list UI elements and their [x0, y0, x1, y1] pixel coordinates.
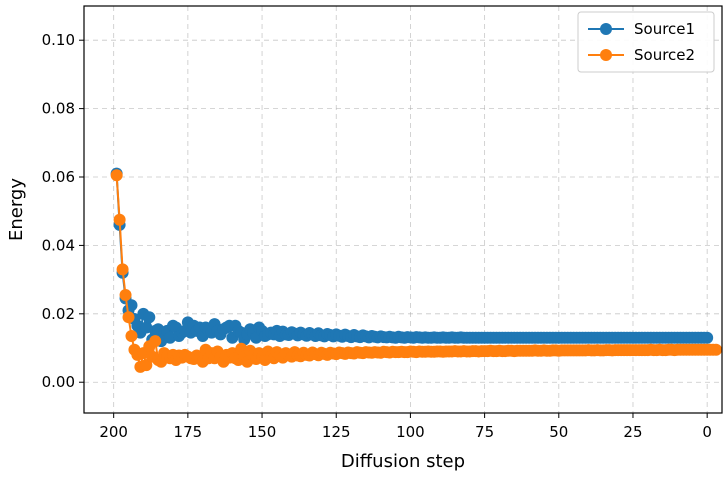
y-axis-ticks: 0.00 0.02 0.04 0.06 0.08 0.10: [42, 31, 84, 391]
x-axis-ticks: 200 175 150 125 100 75 50 25 0: [99, 413, 712, 441]
legend: Source1 Source2: [577, 11, 715, 73]
data-point-source2: [119, 289, 132, 301]
data-point-source2: [140, 359, 153, 372]
data-point-source2: [113, 213, 126, 226]
data-point-source2: [122, 311, 135, 324]
data-point-source1: [143, 311, 156, 324]
legend-label-source1: Source1: [634, 20, 695, 38]
series-layer: [110, 167, 723, 373]
y-tick-label: 0.06: [42, 168, 75, 186]
y-tick-label: 0.08: [42, 100, 75, 118]
data-point-source2: [110, 169, 123, 182]
x-tick-label: 50: [549, 423, 568, 441]
data-point-source2: [149, 335, 162, 348]
x-tick-label: 25: [623, 423, 642, 441]
data-point-source1: [125, 299, 138, 312]
y-tick-label: 0.02: [42, 305, 75, 323]
x-tick-label: 150: [248, 423, 277, 441]
y-tick-label: 0.00: [42, 373, 75, 391]
x-tick-label: 200: [99, 423, 128, 441]
y-tick-label: 0.04: [42, 236, 75, 254]
plot-frame: [83, 5, 723, 414]
legend-label-source2: Source2: [634, 46, 695, 64]
legend-item-source1: Source1: [588, 20, 695, 38]
data-point-source2: [116, 263, 129, 276]
x-tick-label: 0: [702, 423, 712, 441]
legend-box: [577, 11, 715, 73]
data-point-source1: [701, 331, 714, 344]
x-axis-label: Diffusion step: [341, 451, 465, 472]
series-source1: [110, 167, 714, 348]
x-tick-label: 100: [396, 423, 425, 441]
x-tick-label: 75: [475, 423, 494, 441]
x-tick-label: 175: [174, 423, 203, 441]
data-point-source1: [164, 331, 177, 344]
legend-marker-source2: [600, 49, 612, 61]
legend-item-source2: Source2: [588, 46, 695, 64]
x-tick-label: 125: [322, 423, 351, 441]
y-axis-label: Energy: [6, 178, 27, 241]
data-point-source2: [125, 330, 138, 343]
legend-marker-source1: [600, 23, 612, 35]
series-source2: [110, 169, 723, 373]
data-point-source2: [710, 343, 723, 356]
y-tick-label: 0.10: [42, 31, 75, 49]
